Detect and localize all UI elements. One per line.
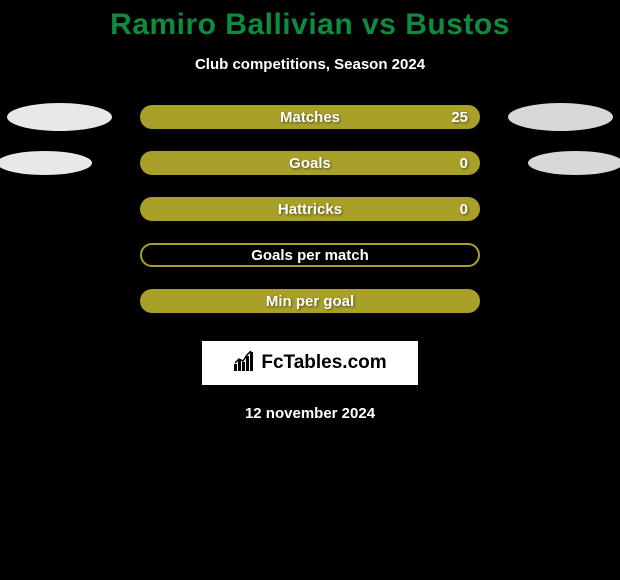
stat-value: 0 <box>460 155 468 172</box>
stat-bar: Goals per match <box>140 243 480 267</box>
date-label: 12 november 2024 <box>0 405 620 422</box>
player-marker-right <box>508 103 613 131</box>
stat-label: Min per goal <box>266 293 354 310</box>
stat-bar: Hattricks 0 <box>140 197 480 221</box>
player-marker-right <box>528 151 620 175</box>
stat-row: Matches 25 <box>0 105 620 129</box>
stat-label: Goals per match <box>251 247 369 264</box>
stat-row: Goals per match <box>0 243 620 267</box>
stats-rows: Matches 25 Goals 0 Hattricks 0 Goals per match… <box>0 105 620 313</box>
stat-row: Hattricks 0 <box>0 197 620 221</box>
subtitle: Club competitions, Season 2024 <box>0 56 620 73</box>
stat-label: Goals <box>289 155 331 172</box>
stat-bar: Min per goal <box>140 289 480 313</box>
player-marker-left <box>0 151 92 175</box>
stat-label: Matches <box>280 109 340 126</box>
player-marker-left <box>7 103 112 131</box>
page-title: Ramiro Ballivian vs Bustos <box>0 8 620 42</box>
logo-text: FcTables.com <box>261 352 386 374</box>
chart-icon <box>233 350 255 377</box>
stat-row: Min per goal <box>0 289 620 313</box>
chart-container: Ramiro Ballivian vs Bustos Club competit… <box>0 0 620 422</box>
stat-label: Hattricks <box>278 201 342 218</box>
stat-value: 25 <box>451 109 468 126</box>
stat-bar: Matches 25 <box>140 105 480 129</box>
stat-bar: Goals 0 <box>140 151 480 175</box>
stat-row: Goals 0 <box>0 151 620 175</box>
logo-box: FcTables.com <box>202 341 418 385</box>
stat-value: 0 <box>460 201 468 218</box>
